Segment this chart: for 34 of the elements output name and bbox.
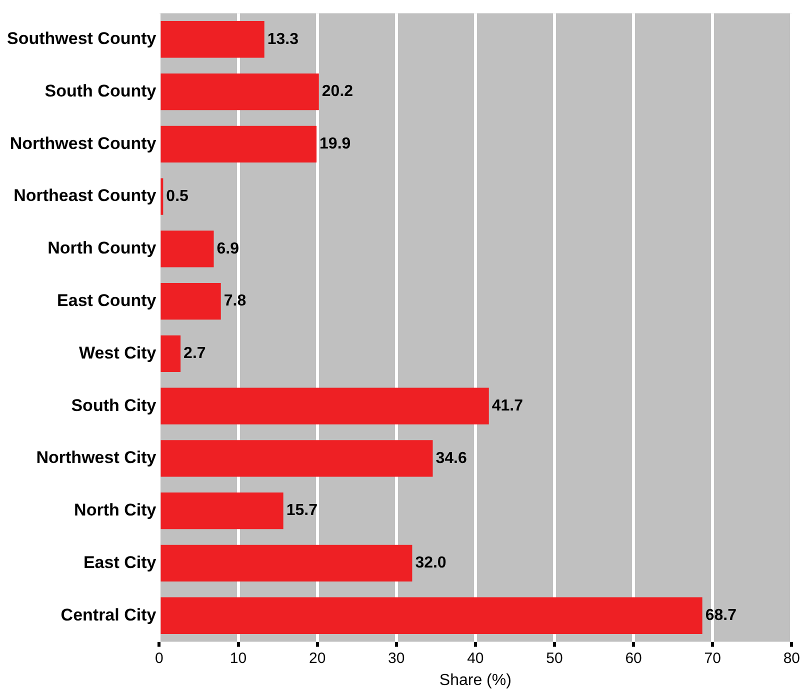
y-tick-label: East County	[57, 290, 157, 310]
x-tick-label: 10	[230, 650, 247, 667]
data-label: 20.2	[322, 83, 354, 100]
y-tick-label: Northwest County	[10, 134, 157, 153]
x-tick-label: 40	[467, 650, 484, 667]
x-tick-label: 70	[704, 650, 721, 667]
x-tick-label: 30	[388, 650, 405, 667]
data-label: 15.7	[286, 502, 318, 520]
data-label: 2.7	[184, 345, 206, 362]
data-label: 0.5	[166, 188, 189, 205]
y-tick-label: North City	[74, 500, 157, 520]
y-tick-label: East City	[83, 552, 157, 572]
data-label: 19.9	[320, 136, 351, 153]
y-tick-label: Northwest City	[36, 448, 157, 468]
data-label: 32.0	[415, 554, 446, 572]
x-tick-label: 20	[308, 650, 326, 667]
x-tick-label: 80	[783, 650, 800, 667]
data-label: 6.9	[216, 240, 240, 258]
x-tick-label: 0	[155, 650, 164, 667]
data-label: 13.3	[267, 30, 299, 48]
data-label: 68.7	[705, 607, 737, 624]
y-tick-label: West City	[79, 343, 157, 362]
y-tick-label: North County	[48, 238, 157, 258]
y-tick-label: Northeast County	[14, 186, 157, 206]
x-tick-label: 50	[546, 650, 563, 667]
y-tick-label: Central City	[60, 605, 157, 624]
y-tick-label: Southwest County	[6, 29, 157, 48]
y-tick-label: South City	[71, 396, 157, 415]
data-label: 34.6	[436, 450, 467, 467]
data-label: 7.8	[224, 292, 246, 310]
data-label: 41.7	[492, 397, 524, 414]
x-axis-title: Share (%)	[439, 672, 512, 689]
x-tick-label: 60	[625, 650, 642, 667]
y-tick-label: South County	[44, 81, 157, 100]
